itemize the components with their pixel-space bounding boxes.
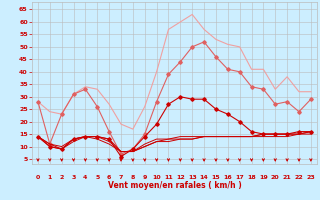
X-axis label: Vent moyen/en rafales ( km/h ): Vent moyen/en rafales ( km/h ) <box>108 182 241 191</box>
